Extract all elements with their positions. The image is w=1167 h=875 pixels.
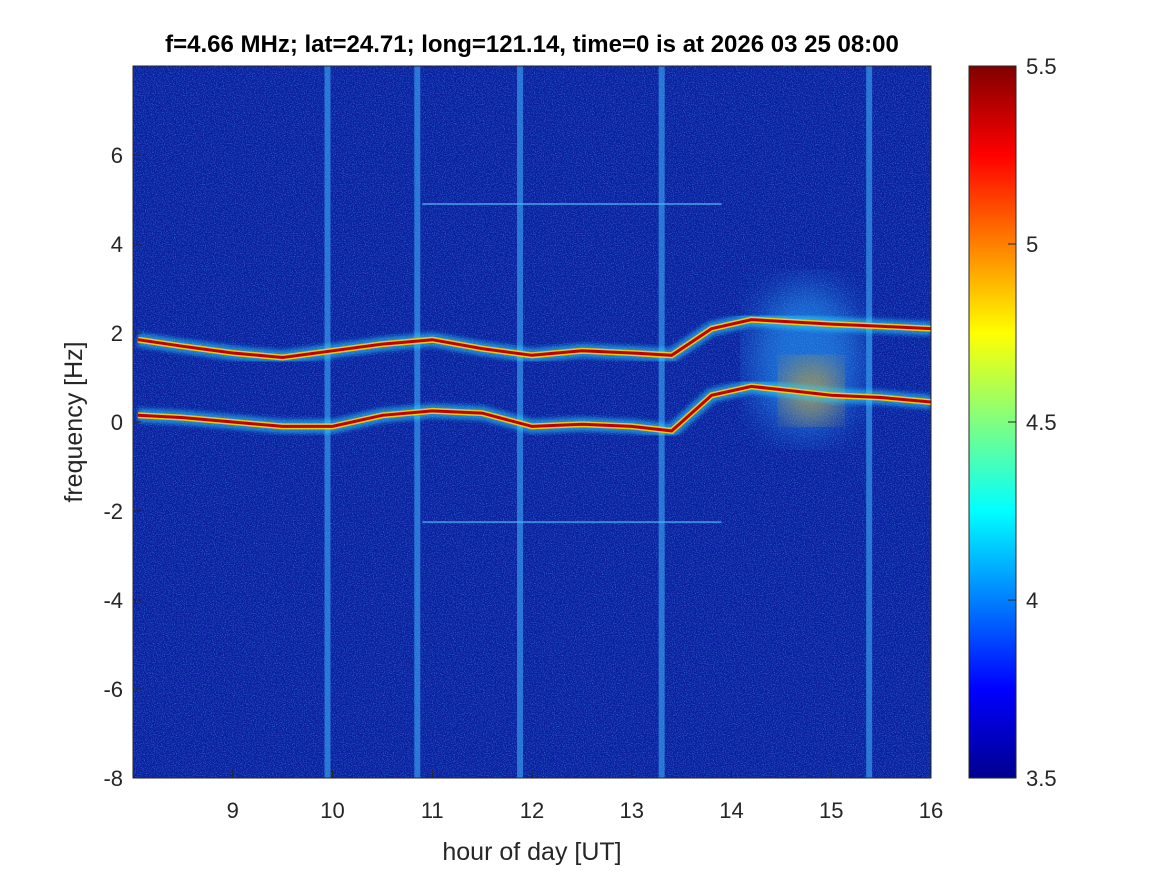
x-tick-label: 13 xyxy=(620,798,644,823)
x-tick-label: 14 xyxy=(719,798,743,823)
heatmap-features xyxy=(136,66,931,778)
y-tick-label: -4 xyxy=(103,588,123,613)
x-axis: 9 10 11 12 13 14 15 16 xyxy=(227,770,943,823)
vertical-stripe xyxy=(414,66,421,778)
lower-trace-line xyxy=(137,384,931,433)
colorbar-tick-label: 5.5 xyxy=(1026,54,1057,79)
y-tick-label: 0 xyxy=(111,410,123,435)
plot-area xyxy=(132,65,932,779)
y-tick-label: -2 xyxy=(103,499,123,524)
vertical-stripe xyxy=(866,66,873,778)
x-axis-label: hour of day [UT] xyxy=(442,838,621,866)
x-tick-label: 9 xyxy=(227,798,239,823)
x-tick-label: 15 xyxy=(819,798,843,823)
x-tick-label: 16 xyxy=(919,798,943,823)
colorbar: 3.5 4 4.5 5 5.5 xyxy=(968,54,1057,791)
x-tick-label: 12 xyxy=(520,798,544,823)
colorbar-tick-label: 4.5 xyxy=(1026,410,1057,435)
y-tick-label: 4 xyxy=(111,232,123,257)
colorbar-tick-label: 4 xyxy=(1026,588,1038,613)
chart-title: f=4.66 MHz; lat=24.71; long=121.14, time… xyxy=(165,31,899,58)
y-tick-label: -8 xyxy=(103,766,123,791)
colorbar-tick-label: 5 xyxy=(1026,232,1038,257)
colorbar-tick-label: 3.5 xyxy=(1026,766,1057,791)
y-tick-label: -6 xyxy=(103,677,123,702)
y-axis: -8 -6 -4 -2 0 2 4 6 xyxy=(103,143,141,791)
colorbar-ticks: 3.5 4 4.5 5 5.5 xyxy=(1008,54,1057,791)
vertical-stripe xyxy=(658,66,665,778)
y-tick-label: 6 xyxy=(111,143,123,168)
x-tick-label: 10 xyxy=(320,798,344,823)
upper-trace-line xyxy=(137,318,931,360)
y-tick-label: 2 xyxy=(111,321,123,346)
y-axis-label: frequency [Hz] xyxy=(60,341,88,502)
x-tick-label: 11 xyxy=(421,798,444,823)
